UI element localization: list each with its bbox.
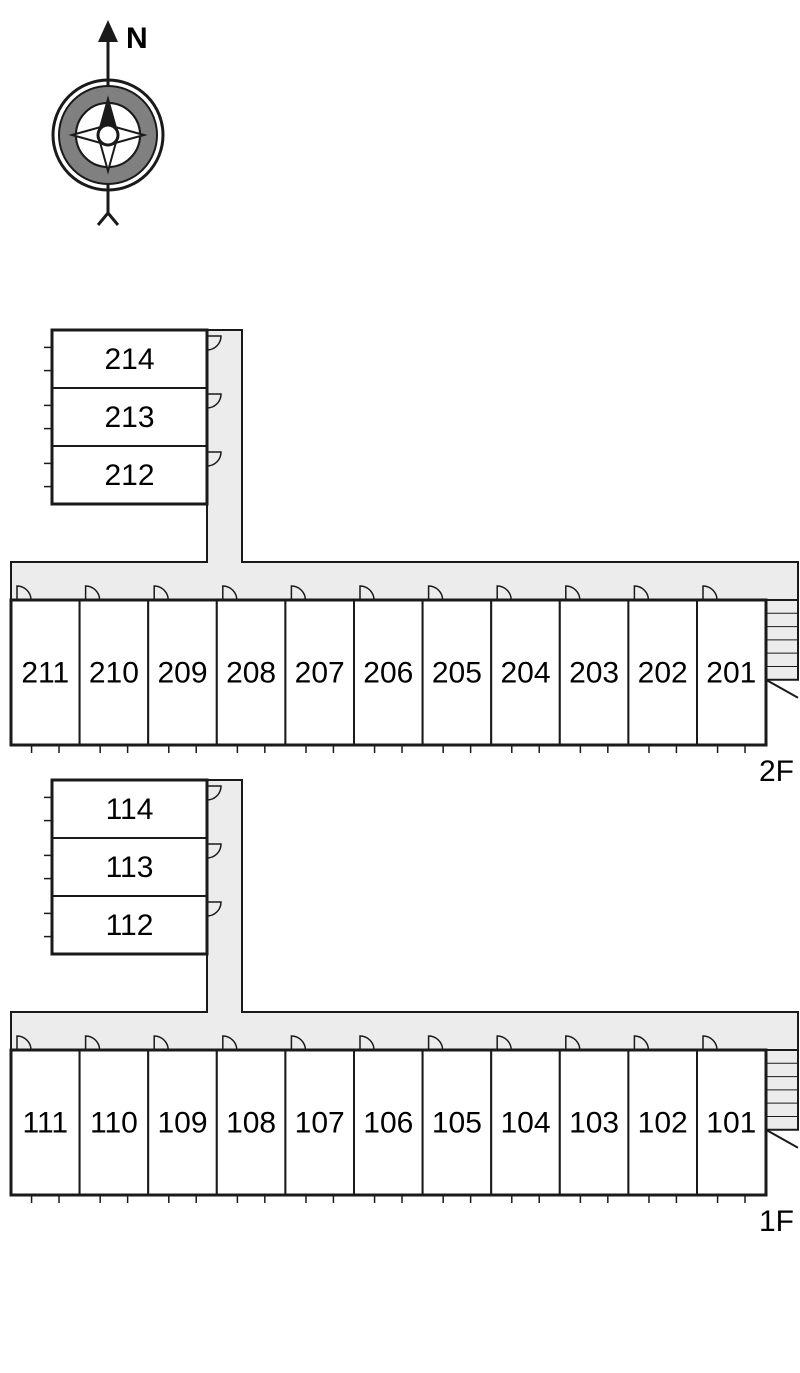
unit-label-201: 201 [706,657,756,690]
unit-label-112: 112 [106,909,154,942]
unit-label-103: 103 [569,1107,619,1140]
floor-1F: 111 110 109 108 107 106 105 104 103 102 101 114 113 1… [11,780,798,1238]
unit-label-108: 108 [226,1107,276,1140]
compass-n-label: N [126,22,148,55]
unit-label-204: 204 [500,657,550,690]
unit-label-212: 212 [104,459,154,492]
unit-label-211: 211 [21,657,69,690]
unit-label-110: 110 [90,1107,138,1140]
unit-label-202: 202 [638,657,688,690]
unit-label-203: 203 [569,657,619,690]
unit-label-213: 213 [104,401,154,434]
unit-label-207: 207 [295,657,345,690]
unit-label-111: 111 [22,1107,68,1140]
unit-label-210: 210 [89,657,139,690]
floor-label: 2F [759,755,794,788]
unit-label-208: 208 [226,657,276,690]
unit-label-205: 205 [432,657,482,690]
floor-label: 1F [759,1205,794,1238]
floor-2F: 211 210 209 208 207 206 205 204 203 202 201 214 213 2… [11,330,798,788]
unit-label-107: 107 [295,1107,345,1140]
unit-label-101: 101 [706,1107,756,1140]
unit-label-106: 106 [363,1107,413,1140]
floor-plan: N 211 210 209 208 207 206 205 204 203 202 201 214 213… [0,0,800,1373]
unit-label-102: 102 [638,1107,688,1140]
unit-label-104: 104 [500,1107,550,1140]
unit-label-214: 214 [104,343,154,376]
unit-label-105: 105 [432,1107,482,1140]
compass: N [53,20,163,225]
unit-label-109: 109 [157,1107,207,1140]
unit-label-113: 113 [106,851,154,884]
unit-label-206: 206 [363,657,413,690]
unit-label-114: 114 [106,793,154,826]
unit-label-209: 209 [157,657,207,690]
